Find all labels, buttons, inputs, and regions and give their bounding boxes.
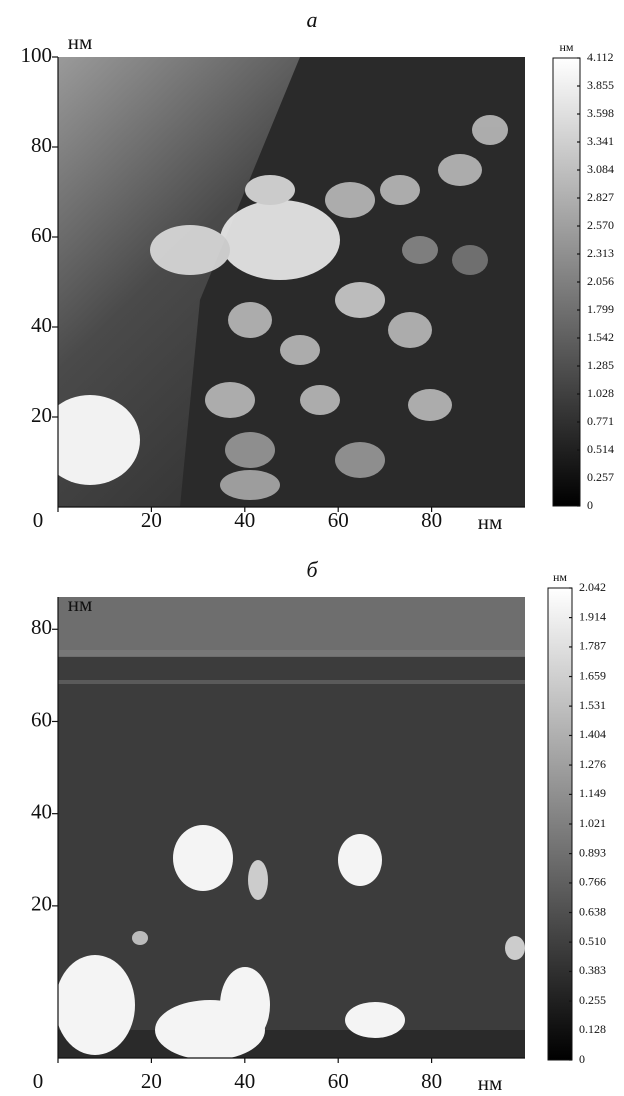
x-tick-label: 0 [33, 508, 44, 532]
colorbar-tick-label: 1.149 [579, 786, 606, 800]
colorbar-tick-label: 3.598 [587, 106, 614, 120]
colorbar-tick-label: 0.383 [579, 963, 606, 977]
y-tick-label: 80 [31, 615, 52, 639]
colorbar [552, 57, 581, 507]
colorbar [547, 587, 573, 1061]
colorbar-tick-label: 0.255 [579, 993, 606, 1007]
colorbar-tick-label: 0.257 [587, 470, 614, 484]
colorbar-tick-label: 0.638 [579, 904, 606, 918]
colorbar-tick-label: 3.855 [587, 78, 614, 92]
colorbar-tick-label: 0.510 [579, 934, 606, 948]
x-tick-label: 60 [328, 1069, 349, 1093]
x-tick-label: 0 [33, 1069, 44, 1093]
colorbar-tick-label: 0 [579, 1052, 585, 1066]
y-tick-label: 100 [21, 43, 53, 67]
colorbar-tick-label: 1.659 [579, 668, 606, 682]
panel-title: а [307, 7, 318, 32]
x-tick-label: 80 [421, 508, 442, 532]
colorbar-tick-label: 2.570 [587, 218, 614, 232]
y-tick-label: 60 [31, 223, 52, 247]
colorbar-label: нм [559, 40, 573, 54]
y-tick-label: 40 [31, 313, 52, 337]
colorbar-tick-label: 2.827 [587, 190, 614, 204]
y-axis-label: нм [68, 592, 93, 616]
x-tick-label: 40 [234, 1069, 255, 1093]
colorbar-tick-label: 1.404 [579, 727, 606, 741]
colorbar-tick-label: 3.084 [587, 162, 614, 176]
x-tick-label: 20 [141, 1069, 162, 1093]
afm-image [58, 57, 525, 507]
x-tick-label: 60 [328, 508, 349, 532]
y-axis-label: нм [68, 30, 93, 54]
x-axis-label: нм [478, 510, 503, 534]
y-tick-label: 60 [31, 707, 52, 731]
colorbar-tick-label: 1.799 [587, 302, 614, 316]
x-tick-label: 80 [421, 1069, 442, 1093]
y-tick-label: 40 [31, 799, 52, 823]
colorbar-tick-label: 0.514 [587, 442, 614, 456]
colorbar-tick-label: 2.056 [587, 274, 614, 288]
colorbar-tick-label: 1.787 [579, 639, 606, 653]
colorbar-tick-label: 1.276 [579, 757, 606, 771]
panel-title: б [306, 557, 318, 582]
y-tick-label: 80 [31, 133, 52, 157]
y-tick-label: 20 [31, 403, 52, 427]
colorbar-tick-label: 2.313 [587, 246, 614, 260]
x-tick-label: 20 [141, 508, 162, 532]
colorbar-tick-label: 0 [587, 498, 593, 512]
colorbar-tick-label: 1.531 [579, 698, 606, 712]
colorbar-tick-label: 1.028 [587, 386, 614, 400]
colorbar-tick-label: 1.021 [579, 816, 606, 830]
colorbar-tick-label: 0.128 [579, 1022, 606, 1036]
x-tick-label: 40 [234, 508, 255, 532]
colorbar-tick-label: 1.285 [587, 358, 614, 372]
colorbar-tick-label: 0.893 [579, 845, 606, 859]
colorbar-tick-label: 1.914 [579, 609, 606, 623]
afm-image [58, 597, 525, 1058]
y-tick-label: 20 [31, 892, 52, 916]
colorbar-tick-label: 1.542 [587, 330, 614, 344]
colorbar-label: нм [553, 570, 567, 584]
colorbar-tick-label: 0.766 [579, 875, 606, 889]
colorbar-tick-label: 2.042 [579, 580, 606, 594]
colorbar-tick-label: 0.771 [587, 414, 614, 428]
colorbar-tick-label: 3.341 [587, 134, 614, 148]
x-axis-label: нм [478, 1071, 503, 1095]
colorbar-tick-label: 4.112 [587, 50, 614, 64]
